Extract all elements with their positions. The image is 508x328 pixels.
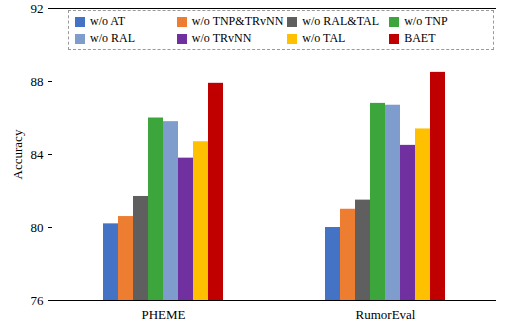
- svg-text:RumorEval: RumorEval: [356, 307, 416, 322]
- html-text:w/o RAL: w/o RAL: [90, 31, 135, 45]
- svg-text:80: 80: [31, 220, 44, 235]
- html-text:w/o TNP: w/o TNP: [404, 14, 448, 28]
- html-text:w/o TRvNN: w/o TRvNN: [191, 31, 252, 45]
- svg-text:PHEME: PHEME: [141, 307, 185, 322]
- html-text:w/o AT: w/o AT: [90, 14, 125, 28]
- html-text:w/o TNP&TRvNN: w/o TNP&TRvNN: [191, 14, 284, 28]
- svg-text:76: 76: [31, 293, 45, 308]
- html-text:w/o RAL&TAL: w/o RAL&TAL: [302, 14, 379, 28]
- svg-text:84: 84: [31, 147, 45, 162]
- svg-text:92: 92: [31, 1, 44, 16]
- svg-text:88: 88: [31, 74, 44, 89]
- svg-text:Accuracy: Accuracy: [10, 129, 25, 179]
- html-text:BAET: BAET: [404, 31, 436, 45]
- html-text:w/o TAL: w/o TAL: [302, 31, 346, 45]
